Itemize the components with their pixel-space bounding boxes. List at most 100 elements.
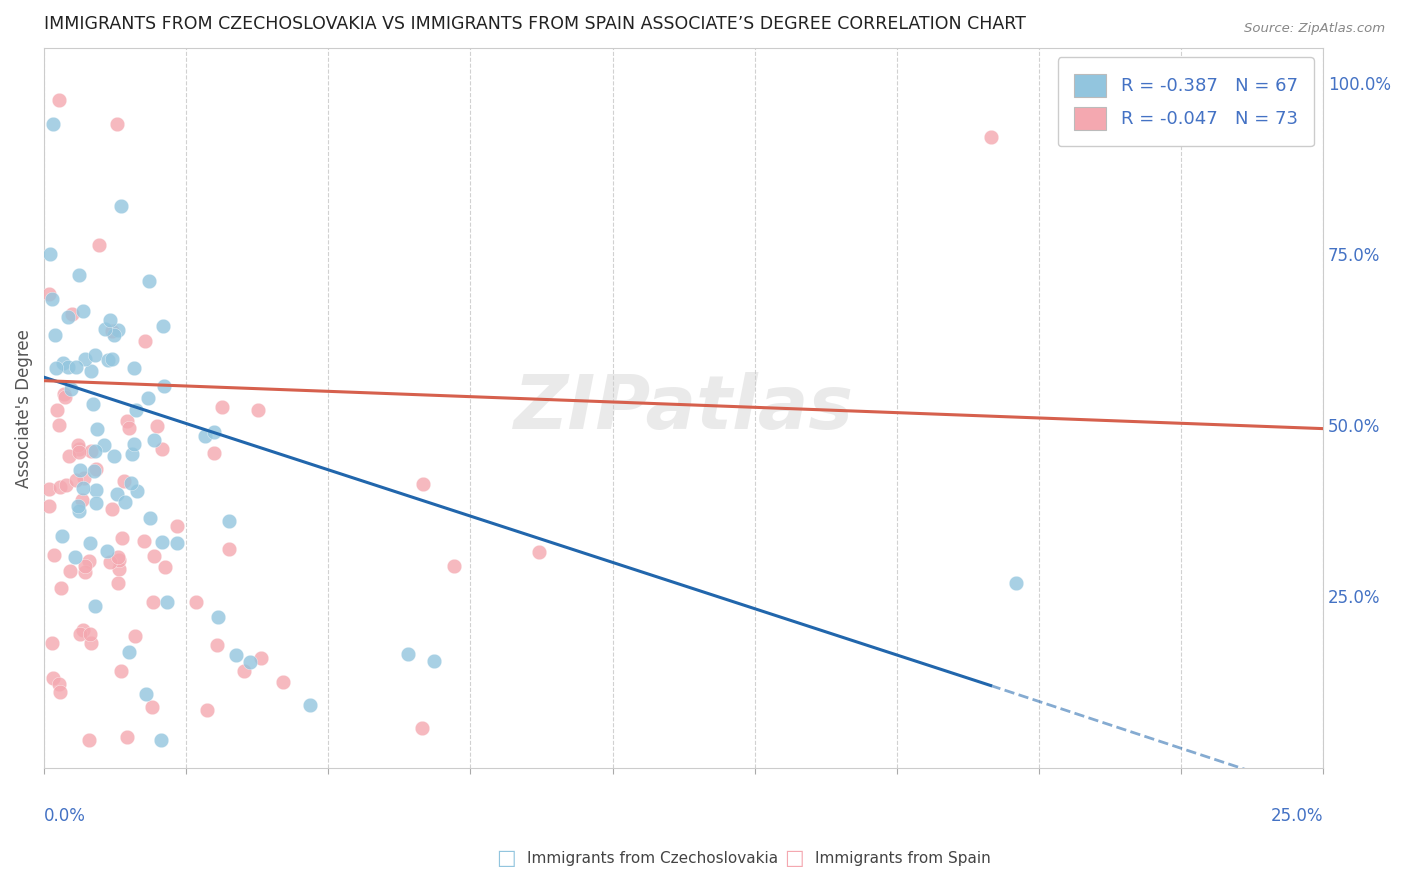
Point — [51, 581, 73, 595]
Point — [232, 664, 254, 678]
Point — [110, 199, 132, 213]
Point — [101, 501, 124, 516]
Point — [42, 671, 65, 685]
Point — [120, 475, 142, 490]
Text: □: □ — [785, 848, 804, 868]
Point — [44, 327, 66, 342]
Point — [38, 287, 60, 301]
Point — [122, 360, 145, 375]
Point — [107, 323, 129, 337]
Point — [114, 495, 136, 509]
Point — [142, 549, 165, 563]
Point — [65, 360, 87, 375]
Point — [83, 599, 105, 613]
Point — [56, 360, 79, 375]
Point — [211, 400, 233, 414]
Point — [98, 313, 121, 327]
Point — [42, 117, 65, 131]
Point — [139, 511, 162, 525]
Point — [75, 351, 97, 366]
Point — [166, 519, 188, 533]
Point — [1005, 575, 1028, 590]
Point — [49, 480, 72, 494]
Point — [80, 364, 103, 378]
Point — [67, 444, 90, 458]
Point — [115, 414, 138, 428]
Point — [89, 237, 111, 252]
Point — [80, 636, 103, 650]
Point — [138, 274, 160, 288]
Point — [100, 555, 122, 569]
Point — [153, 560, 176, 574]
Point — [79, 626, 101, 640]
Point — [124, 629, 146, 643]
Point — [153, 379, 176, 393]
Point — [207, 610, 229, 624]
Point — [72, 624, 94, 638]
Point — [121, 447, 143, 461]
Point — [124, 436, 146, 450]
Point — [125, 402, 148, 417]
Point — [59, 382, 82, 396]
Point — [202, 446, 225, 460]
Point — [107, 575, 129, 590]
Point — [125, 483, 148, 498]
Point — [60, 307, 83, 321]
Point — [51, 529, 73, 543]
Point — [58, 449, 80, 463]
Point — [84, 443, 107, 458]
Point — [412, 477, 434, 491]
Point — [80, 443, 103, 458]
Point — [271, 675, 294, 690]
Point — [53, 387, 76, 401]
Point — [93, 438, 115, 452]
Point — [239, 655, 262, 669]
Point — [46, 402, 69, 417]
Point — [73, 559, 96, 574]
Point — [41, 636, 63, 650]
Point — [67, 268, 90, 283]
Point — [56, 310, 79, 324]
Point — [69, 627, 91, 641]
Point — [218, 514, 240, 528]
Point — [63, 549, 86, 564]
Point — [100, 352, 122, 367]
Point — [105, 117, 128, 131]
Point — [184, 595, 207, 609]
Point — [980, 130, 1002, 145]
Point — [112, 475, 135, 489]
Point — [59, 564, 82, 578]
Point — [411, 721, 433, 735]
Point — [150, 535, 173, 549]
Point — [202, 425, 225, 439]
Point — [70, 493, 93, 508]
Text: 0.0%: 0.0% — [44, 807, 86, 825]
Point — [225, 648, 247, 662]
Legend: R = -0.387   N = 67, R = -0.047   N = 73: R = -0.387 N = 67, R = -0.047 N = 73 — [1057, 57, 1315, 146]
Point — [396, 647, 419, 661]
Point — [97, 353, 120, 368]
Point — [41, 293, 63, 307]
Point — [82, 397, 104, 411]
Point — [100, 324, 122, 338]
Point — [53, 390, 76, 404]
Point — [52, 356, 75, 370]
Point — [218, 541, 240, 556]
Point — [145, 418, 167, 433]
Point — [118, 421, 141, 435]
Point — [134, 334, 156, 348]
Point — [73, 471, 96, 485]
Point — [49, 684, 72, 698]
Point — [527, 545, 550, 559]
Point — [38, 247, 60, 261]
Point — [205, 638, 228, 652]
Point — [107, 550, 129, 565]
Text: Source: ZipAtlas.com: Source: ZipAtlas.com — [1244, 22, 1385, 36]
Point — [67, 503, 90, 517]
Point — [136, 391, 159, 405]
Point — [135, 687, 157, 701]
Point — [65, 473, 87, 487]
Point — [86, 483, 108, 497]
Point — [108, 562, 131, 576]
Point — [152, 319, 174, 334]
